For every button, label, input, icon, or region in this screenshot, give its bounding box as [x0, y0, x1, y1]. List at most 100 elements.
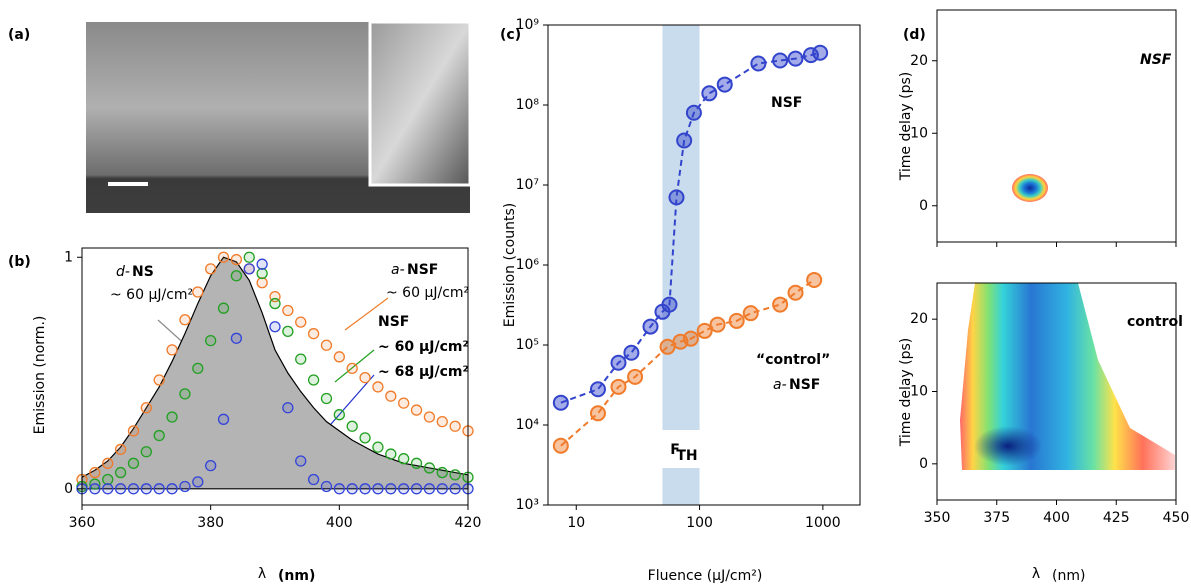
data-point	[812, 44, 829, 61]
y-axis-label: Time delay (ps)	[898, 338, 914, 448]
annotation: NSF	[378, 314, 409, 330]
x-tick-label: 425	[1103, 510, 1130, 526]
data-point	[153, 429, 165, 442]
data-point	[307, 374, 320, 386]
data-point	[320, 339, 333, 351]
data-point	[552, 437, 569, 454]
data-point	[102, 483, 114, 495]
data-point	[676, 132, 693, 149]
x-tick-label: 10	[567, 515, 585, 531]
data-point	[659, 338, 676, 355]
data-point	[217, 251, 230, 263]
annotation: ~ 60 μJ/cm²	[378, 339, 469, 355]
data-point	[627, 368, 644, 385]
data-point	[114, 483, 127, 495]
y-tick-label: 0	[919, 198, 928, 214]
data-point	[320, 480, 333, 493]
data-point	[709, 316, 726, 333]
x-tick-label: 360	[69, 515, 96, 531]
data-point	[205, 334, 217, 347]
plot-area: 350 375 400 425 450 0 10 20 Time delay (ps) λ (nm)…	[898, 282, 1189, 584]
panel-label: (b)	[8, 254, 31, 270]
y-tick-label: 0	[64, 481, 73, 497]
sem-image	[86, 20, 472, 213]
data-point	[230, 253, 243, 266]
data-point	[230, 332, 243, 344]
threshold-band	[662, 468, 700, 505]
data-point	[661, 296, 678, 313]
data-point	[127, 483, 140, 495]
data-point	[802, 47, 819, 64]
data-point	[114, 443, 127, 456]
band-label-sub: TH	[676, 448, 697, 464]
annotation: NSF	[789, 377, 820, 393]
data-point	[716, 76, 733, 93]
data-point	[372, 381, 384, 393]
data-point	[127, 457, 140, 469]
data-point	[166, 483, 178, 495]
x-tick-label: 400	[1043, 510, 1070, 526]
data-point	[307, 473, 320, 486]
panel-label: (a)	[8, 27, 30, 43]
data-point	[346, 483, 358, 495]
data-point	[256, 277, 268, 289]
data-point	[205, 263, 217, 275]
data-point	[423, 411, 436, 423]
plot-frame	[936, 9, 1177, 243]
y-tick-label: 10⁴	[516, 417, 540, 433]
data-point	[772, 296, 789, 313]
data-point	[436, 415, 448, 428]
data-point	[192, 476, 204, 488]
data-point	[166, 411, 178, 423]
data-point	[307, 328, 320, 340]
y-tick-label: 10⁵	[516, 337, 539, 353]
data-point	[333, 409, 345, 421]
data-point	[385, 448, 397, 460]
data-point	[295, 316, 307, 328]
data-point	[346, 420, 358, 432]
data-point	[668, 189, 685, 206]
y-tick-label: 10³	[516, 497, 539, 513]
data-point	[243, 251, 255, 263]
data-point	[610, 354, 627, 371]
data-point	[772, 52, 789, 69]
data-point	[102, 473, 114, 486]
area	[81, 256, 469, 490]
plot-area: 0 10 20 Time delay (ps) NSF	[898, 9, 1177, 247]
data-point	[682, 330, 699, 347]
data-point	[140, 446, 152, 458]
y-tick-label: 20	[910, 53, 928, 69]
y-tick-label: 1	[64, 249, 73, 265]
data-point	[166, 344, 178, 356]
data-point	[282, 304, 294, 317]
data-point	[295, 353, 307, 365]
data-point	[589, 381, 606, 398]
data-point	[610, 378, 627, 395]
data-point	[449, 469, 461, 481]
plot-area: 360 380 400 420 0 1 Emission (norm.) λ (nm) d- NS ~…	[32, 247, 481, 584]
y-tick-label: 10⁶	[516, 257, 540, 273]
annotation: d-	[116, 264, 130, 280]
y-axis-label: Emission (counts)	[502, 203, 518, 327]
data-point	[153, 374, 165, 386]
data-point	[410, 404, 423, 416]
data-point	[398, 453, 410, 465]
data-point	[140, 483, 152, 495]
data-point	[423, 462, 436, 474]
annotation: ~ 60 μJ/cm²	[386, 285, 469, 301]
data-point	[179, 480, 191, 493]
panel-label: (c)	[500, 27, 521, 43]
data-point	[346, 362, 358, 375]
y-tick-label: 10	[910, 384, 928, 400]
data-point	[230, 270, 243, 282]
data-point	[436, 483, 448, 495]
data-point	[140, 402, 152, 414]
y-axis-label: Emission (norm.)	[32, 316, 48, 435]
data-point	[127, 425, 140, 437]
trend-line	[560, 279, 815, 447]
annotation: NSF	[407, 262, 438, 278]
data-point	[89, 466, 101, 479]
annotation: ~ 60 μJ/cm²	[110, 287, 193, 303]
data-point	[102, 457, 114, 469]
data-point	[410, 483, 423, 495]
